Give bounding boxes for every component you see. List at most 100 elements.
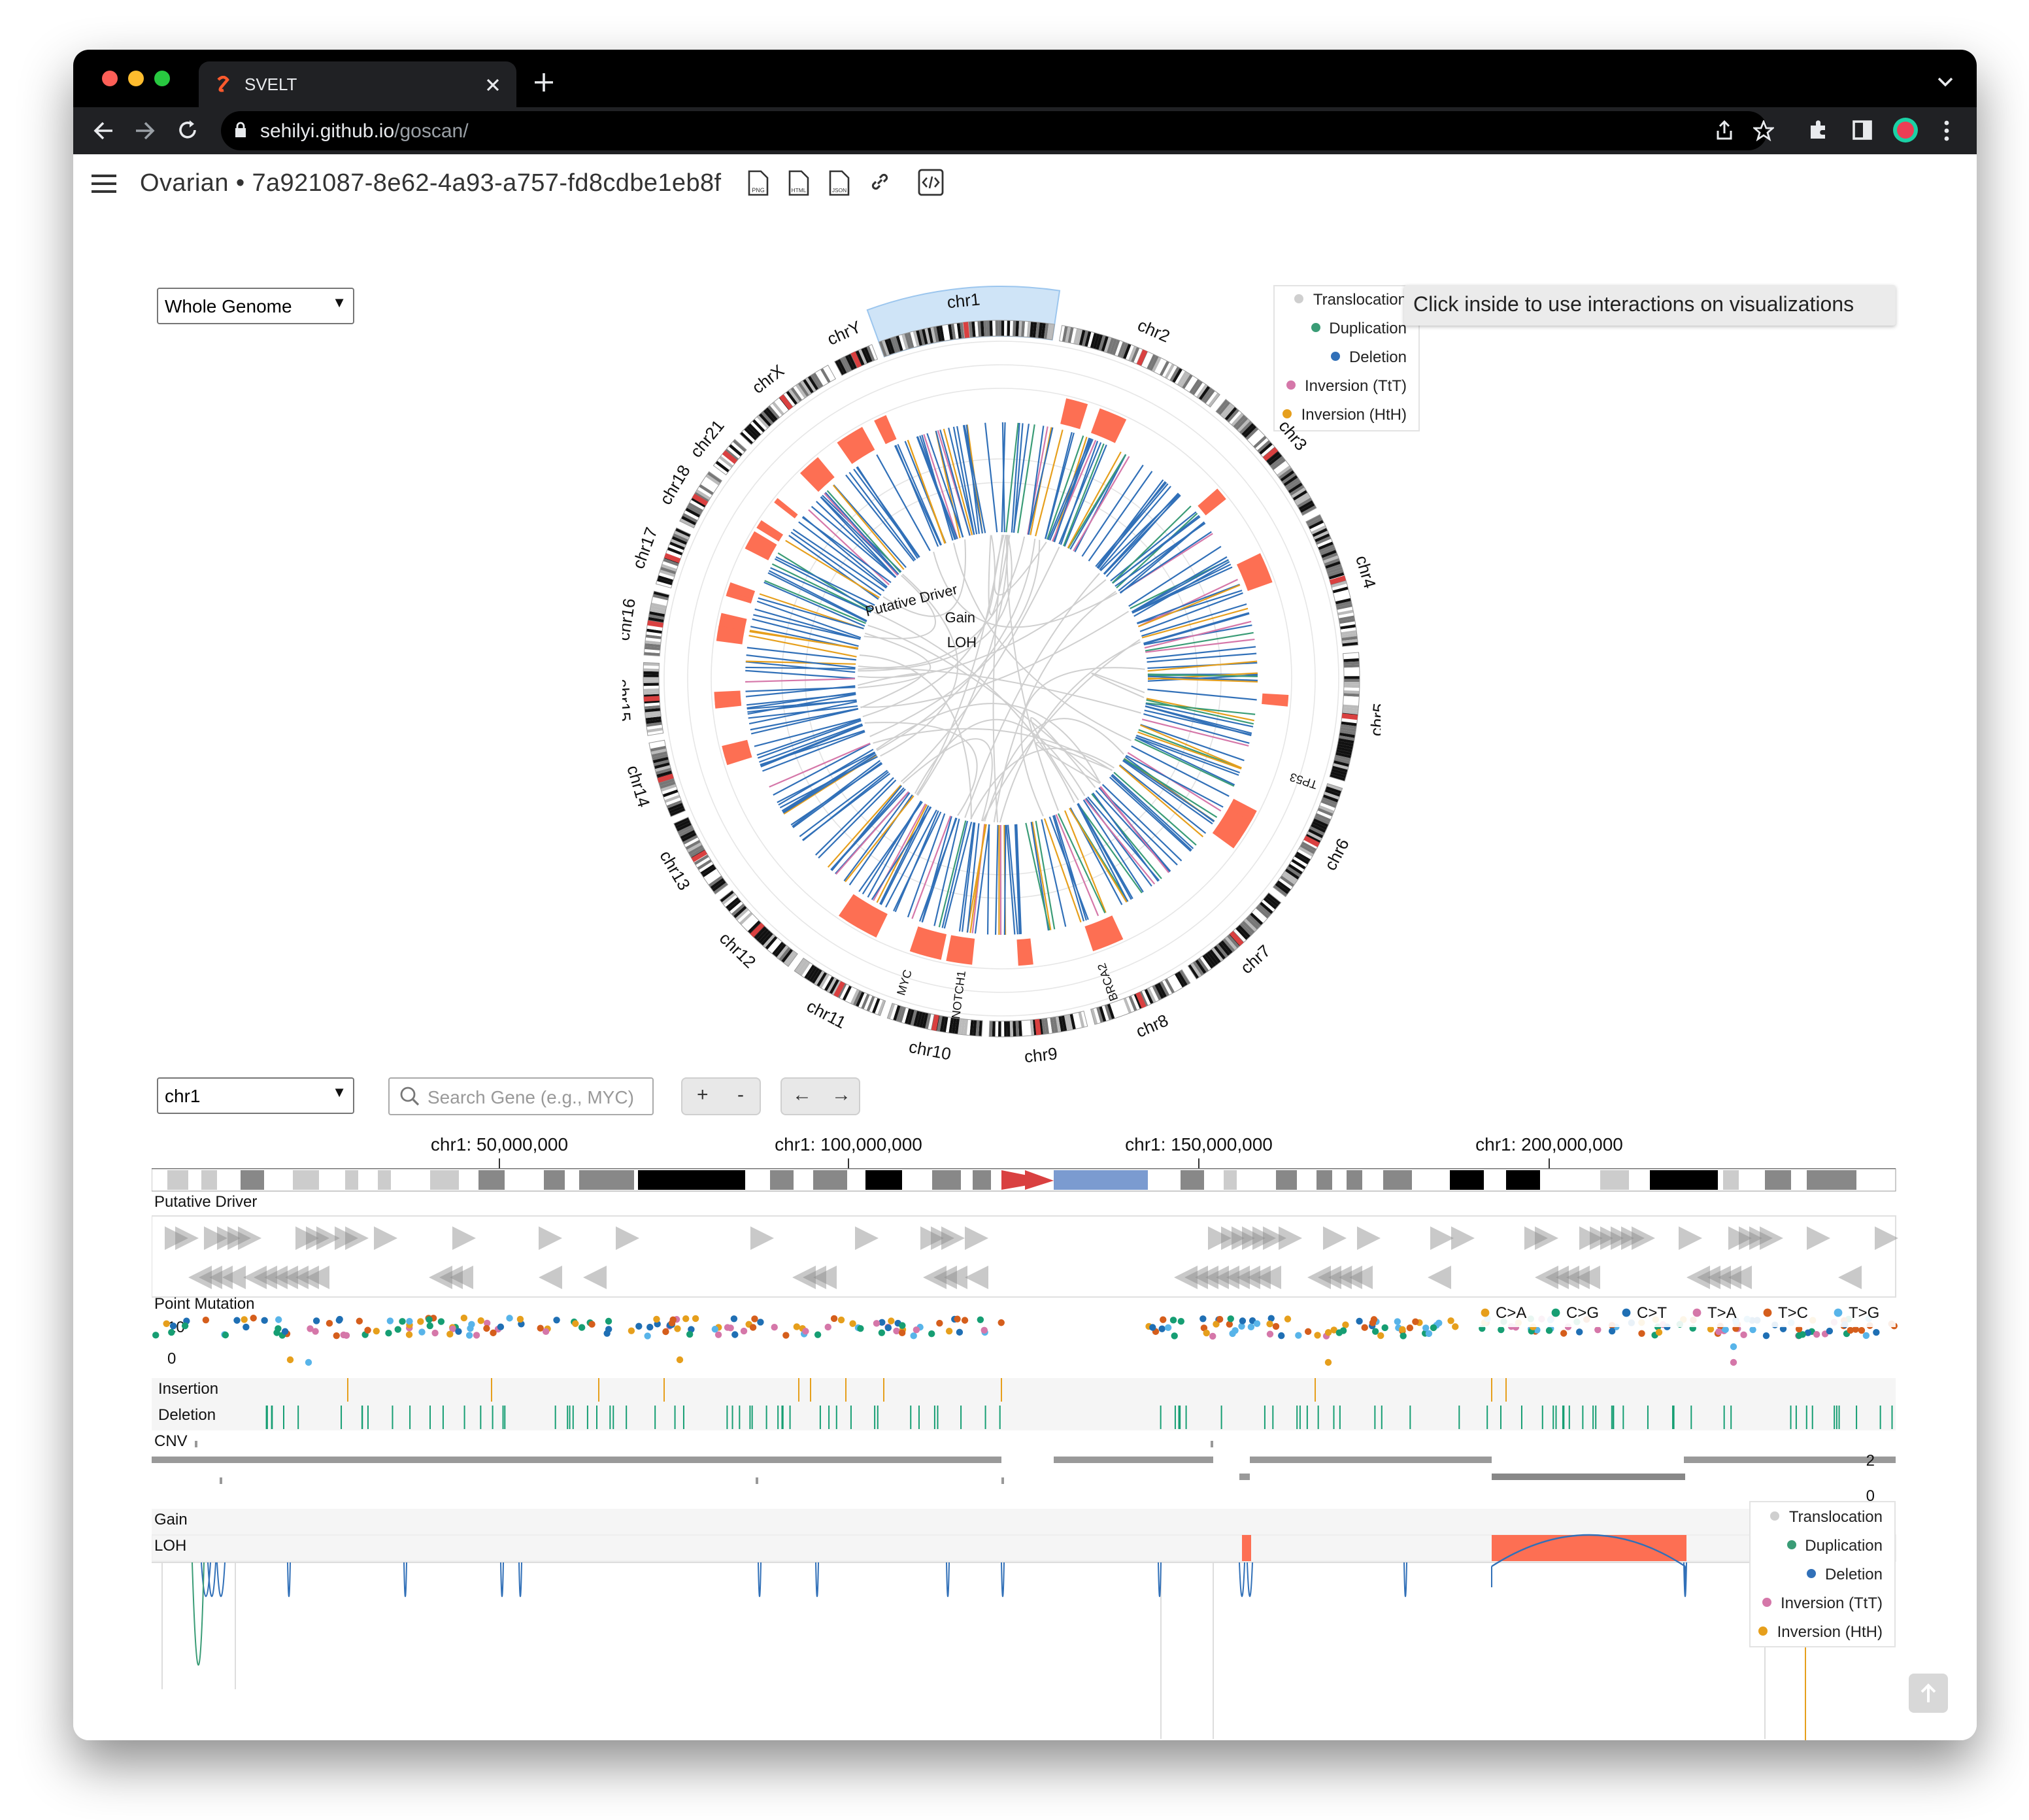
- mutation-point: [1425, 1330, 1433, 1338]
- ideogram-band: [1090, 1008, 1098, 1025]
- ideogram-band: [916, 329, 923, 346]
- sv-stub: [1132, 564, 1232, 614]
- ideogram-band: [1075, 1012, 1082, 1029]
- legend-swatch: [1286, 380, 1296, 390]
- html-icon[interactable]: HTML: [788, 170, 809, 196]
- ideogram-band: [737, 909, 751, 923]
- ideogram-band: [845, 355, 855, 371]
- ideogram-band: [1765, 1170, 1791, 1190]
- genome-view-select[interactable]: Whole Genome ▼: [157, 288, 354, 324]
- ideogram-band: [729, 901, 743, 914]
- hamburger-menu-icon[interactable]: [92, 174, 116, 194]
- chromosome-select[interactable]: chr1 ▼: [157, 1077, 354, 1114]
- zoom-out-button[interactable]: -: [737, 1084, 744, 1106]
- mutation-point: [1158, 1325, 1165, 1332]
- ideogram-band: [1222, 938, 1235, 952]
- png-icon[interactable]: PNG: [748, 170, 769, 196]
- translocation-arc: [984, 718, 1124, 822]
- reload-icon[interactable]: [176, 119, 199, 141]
- sv-stub: [762, 731, 865, 772]
- linear-genome-view[interactable]: chr1: 50,000,000 chr1: 100,000,000 chr1: 1…: [152, 1127, 1898, 1740]
- bookmark-star-icon[interactable]: [1753, 120, 1774, 141]
- sv-stub: [845, 474, 915, 562]
- sv-stub: [1146, 646, 1256, 660]
- ideogram-band: [1235, 416, 1249, 431]
- translocation-arc: [864, 722, 978, 817]
- sv-stub: [1111, 775, 1192, 851]
- mutation-point: [1229, 1330, 1236, 1338]
- zoom-in-button[interactable]: +: [697, 1084, 709, 1106]
- ideogram-band: [673, 533, 689, 543]
- chromosome-label: chr10: [907, 1037, 953, 1064]
- ideogram-band: [1266, 451, 1281, 464]
- pan-right-button[interactable]: →: [831, 1084, 851, 1106]
- extensions-puzzle-icon[interactable]: [1808, 119, 1829, 140]
- sv-stub: [1109, 776, 1192, 852]
- ideogram-band: [919, 1011, 926, 1028]
- ideogram-band: [1064, 1015, 1070, 1031]
- sv-stub: [1123, 758, 1215, 822]
- mutation-point: [814, 1331, 822, 1338]
- scroll-to-top-button[interactable]: [1909, 1674, 1948, 1713]
- mutation-point: [426, 1316, 433, 1323]
- tab-list-chevron-icon[interactable]: [1937, 77, 1953, 88]
- ideogram-outline: [794, 957, 886, 1017]
- share-icon[interactable]: [1715, 120, 1734, 141]
- mutation-point: [824, 1323, 831, 1331]
- mutation-legend-swatch: [1834, 1308, 1843, 1317]
- mutation-point: [1430, 1324, 1437, 1332]
- ideogram-band: [666, 800, 682, 809]
- ideogram-band: [1152, 356, 1162, 373]
- ideogram-band: [1067, 1014, 1073, 1030]
- side-panel-icon[interactable]: [1853, 120, 1872, 140]
- gene-search-input[interactable]: Search Gene (e.g., MYC): [388, 1077, 654, 1115]
- sv-stub: [1014, 824, 1020, 935]
- ideogram-band: [945, 1017, 951, 1034]
- sv-stub: [1119, 764, 1207, 834]
- link-icon[interactable]: [869, 171, 890, 192]
- ideogram-band: [1101, 335, 1109, 352]
- ideogram-band: [1343, 679, 1360, 682]
- ideogram-band: [769, 403, 782, 418]
- ideogram-band: [761, 411, 774, 425]
- mutation-point: [849, 1320, 856, 1327]
- translocation-arc: [970, 747, 1115, 820]
- circos-plot[interactable]: chr1 chr2 chr3 chr4 chr5 chr6 chr7 chr8 chr9 chr1…: [622, 280, 1381, 1077]
- json-icon[interactable]: JSON: [829, 170, 850, 196]
- mutation-point: [669, 1316, 677, 1324]
- ideogram-band: [942, 324, 948, 341]
- sv-stub: [1147, 672, 1258, 681]
- ideogram-band: [968, 321, 973, 338]
- ideogram-band: [1307, 517, 1323, 527]
- ideogram-band: [1307, 831, 1322, 841]
- forward-icon[interactable]: [135, 120, 156, 141]
- browser-menu-icon[interactable]: [1944, 120, 1949, 141]
- browser-tab[interactable]: SVELT: [199, 61, 516, 107]
- ideogram-band: [1336, 746, 1353, 753]
- close-window-icon[interactable]: [102, 71, 118, 86]
- sv-stub: [758, 597, 864, 630]
- zoom-window-icon[interactable]: [154, 71, 170, 86]
- ideogram-band: [1339, 621, 1356, 627]
- legend-label: Deletion: [1349, 348, 1407, 366]
- driver-arrow-forward: [295, 1226, 319, 1250]
- ideogram-band: [845, 986, 854, 1002]
- sv-stub: [770, 567, 871, 613]
- back-icon[interactable]: [93, 120, 114, 141]
- ideogram-band: [650, 745, 667, 752]
- profile-avatar[interactable]: [1893, 118, 1918, 143]
- address-bar[interactable]: sehilyi.github.io/goscan/: [221, 111, 1774, 150]
- mutation-point: [588, 1321, 595, 1328]
- mutation-point: [394, 1326, 401, 1333]
- new-tab-icon[interactable]: [535, 73, 553, 92]
- code-embed-icon[interactable]: [918, 169, 944, 196]
- ideogram-band: [1092, 333, 1100, 350]
- close-tab-icon[interactable]: [486, 78, 499, 92]
- ideogram-band: [1600, 1170, 1629, 1190]
- loh-block: [874, 414, 897, 445]
- pan-left-button[interactable]: ←: [792, 1084, 812, 1106]
- gene-label: MYC: [894, 968, 914, 997]
- mutation-point: [1545, 1327, 1553, 1334]
- minimize-window-icon[interactable]: [128, 71, 144, 86]
- ideogram-band: [932, 1170, 961, 1190]
